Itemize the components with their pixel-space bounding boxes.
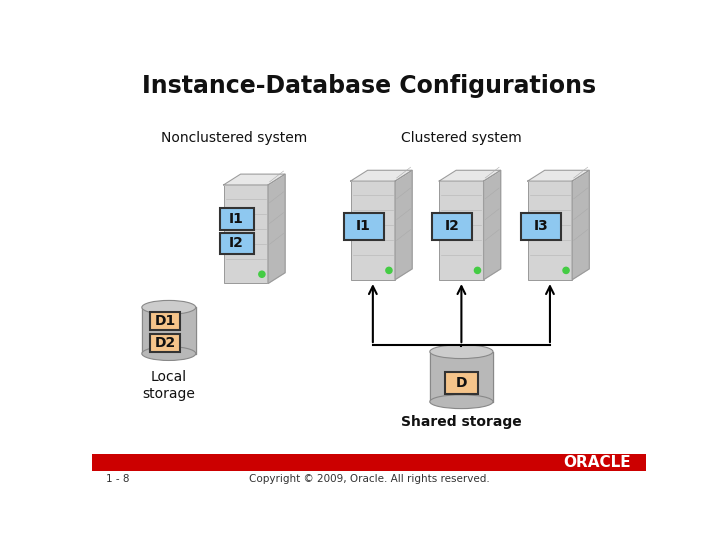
Polygon shape: [223, 174, 285, 185]
Text: D: D: [456, 376, 467, 390]
FancyBboxPatch shape: [432, 213, 472, 240]
Ellipse shape: [142, 300, 196, 314]
Text: Clustered system: Clustered system: [401, 131, 522, 145]
Polygon shape: [439, 170, 500, 181]
Text: Local
storage: Local storage: [143, 370, 195, 401]
FancyBboxPatch shape: [223, 185, 268, 284]
Text: I1: I1: [356, 219, 371, 233]
FancyBboxPatch shape: [150, 312, 180, 330]
Polygon shape: [430, 352, 493, 402]
Ellipse shape: [430, 395, 493, 409]
Text: I2: I2: [445, 219, 459, 233]
Text: I1: I1: [229, 212, 244, 226]
Polygon shape: [351, 170, 412, 181]
Polygon shape: [572, 170, 589, 280]
Ellipse shape: [142, 347, 196, 361]
Polygon shape: [142, 307, 196, 354]
Polygon shape: [484, 170, 500, 280]
Text: Instance-Database Configurations: Instance-Database Configurations: [142, 75, 596, 98]
Text: Nonclustered system: Nonclustered system: [161, 131, 307, 145]
Polygon shape: [268, 174, 285, 284]
FancyBboxPatch shape: [351, 181, 395, 280]
Text: 1 - 8: 1 - 8: [106, 474, 129, 484]
Circle shape: [258, 271, 265, 278]
Text: ORACLE: ORACLE: [563, 455, 631, 470]
Text: I2: I2: [229, 237, 244, 251]
Ellipse shape: [430, 345, 493, 359]
FancyBboxPatch shape: [445, 372, 477, 394]
Text: D2: D2: [154, 336, 176, 350]
Polygon shape: [528, 170, 589, 181]
FancyBboxPatch shape: [439, 181, 484, 280]
FancyBboxPatch shape: [220, 208, 253, 230]
FancyBboxPatch shape: [528, 181, 572, 280]
Circle shape: [474, 267, 480, 273]
Circle shape: [386, 267, 392, 273]
Polygon shape: [395, 170, 412, 280]
FancyBboxPatch shape: [521, 213, 561, 240]
FancyBboxPatch shape: [220, 233, 253, 254]
Bar: [92, 455, 647, 471]
Text: Copyright © 2009, Oracle. All rights reserved.: Copyright © 2009, Oracle. All rights res…: [248, 474, 490, 484]
Text: Shared storage: Shared storage: [401, 415, 522, 429]
Circle shape: [563, 267, 569, 273]
Text: I3: I3: [534, 219, 548, 233]
FancyBboxPatch shape: [343, 213, 384, 240]
FancyBboxPatch shape: [150, 334, 180, 352]
Text: D1: D1: [154, 314, 176, 328]
